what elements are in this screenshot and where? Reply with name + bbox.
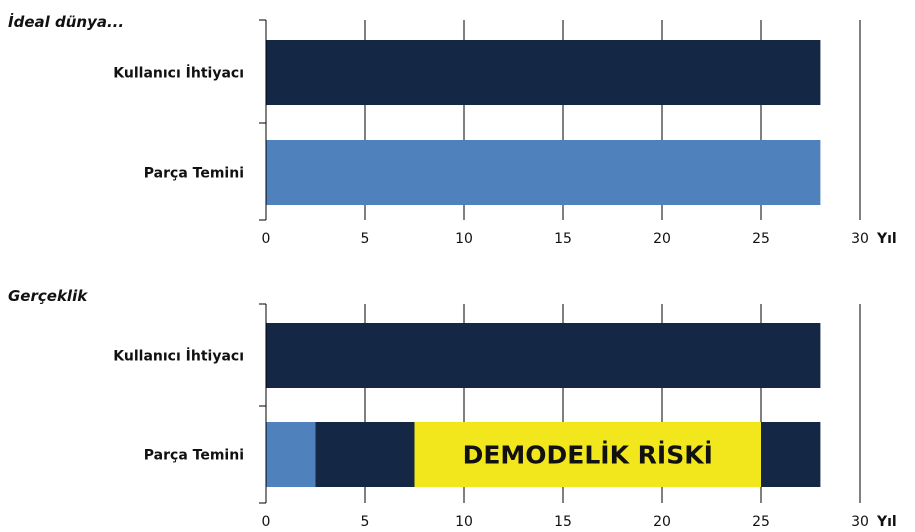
x-tick-label: 10 [455, 231, 473, 247]
x-tick-label: 25 [752, 514, 770, 530]
x-tick-label: 15 [554, 514, 572, 530]
demodelik-riski-label: DEMODELİK RİSKİ [463, 440, 713, 470]
bar-segment [266, 40, 821, 105]
x-tick-label: 25 [752, 231, 770, 247]
x-axis-unit: Yıl [876, 231, 897, 247]
x-tick-label: 20 [653, 514, 671, 530]
category-label: Kullanıcı İhtiyacı [113, 65, 244, 82]
bar-segment [315, 422, 415, 487]
x-axis-unit: Yıl [876, 514, 897, 530]
bar-segment [266, 422, 316, 487]
chart-title: İdeal dünya... [8, 12, 124, 31]
x-tick-label: 30 [851, 231, 869, 247]
chart-title: Gerçeklik [8, 287, 88, 305]
x-tick-label: 0 [262, 231, 271, 247]
bar-segment [414, 422, 761, 487]
category-label: Parça Temini [144, 166, 244, 182]
x-tick-label: 0 [262, 514, 271, 530]
category-label: Parça Temini [144, 448, 244, 464]
x-tick-label: 5 [361, 514, 370, 530]
x-tick-label: 15 [554, 231, 572, 247]
x-tick-label: 20 [653, 231, 671, 247]
category-label: Kullanıcı İhtiyacı [113, 348, 244, 365]
bar-segment [266, 140, 821, 205]
x-tick-label: 30 [851, 514, 869, 530]
bar-segment [761, 422, 821, 487]
bar-segment [266, 323, 821, 388]
x-tick-label: 5 [361, 231, 370, 247]
x-tick-label: 10 [455, 514, 473, 530]
